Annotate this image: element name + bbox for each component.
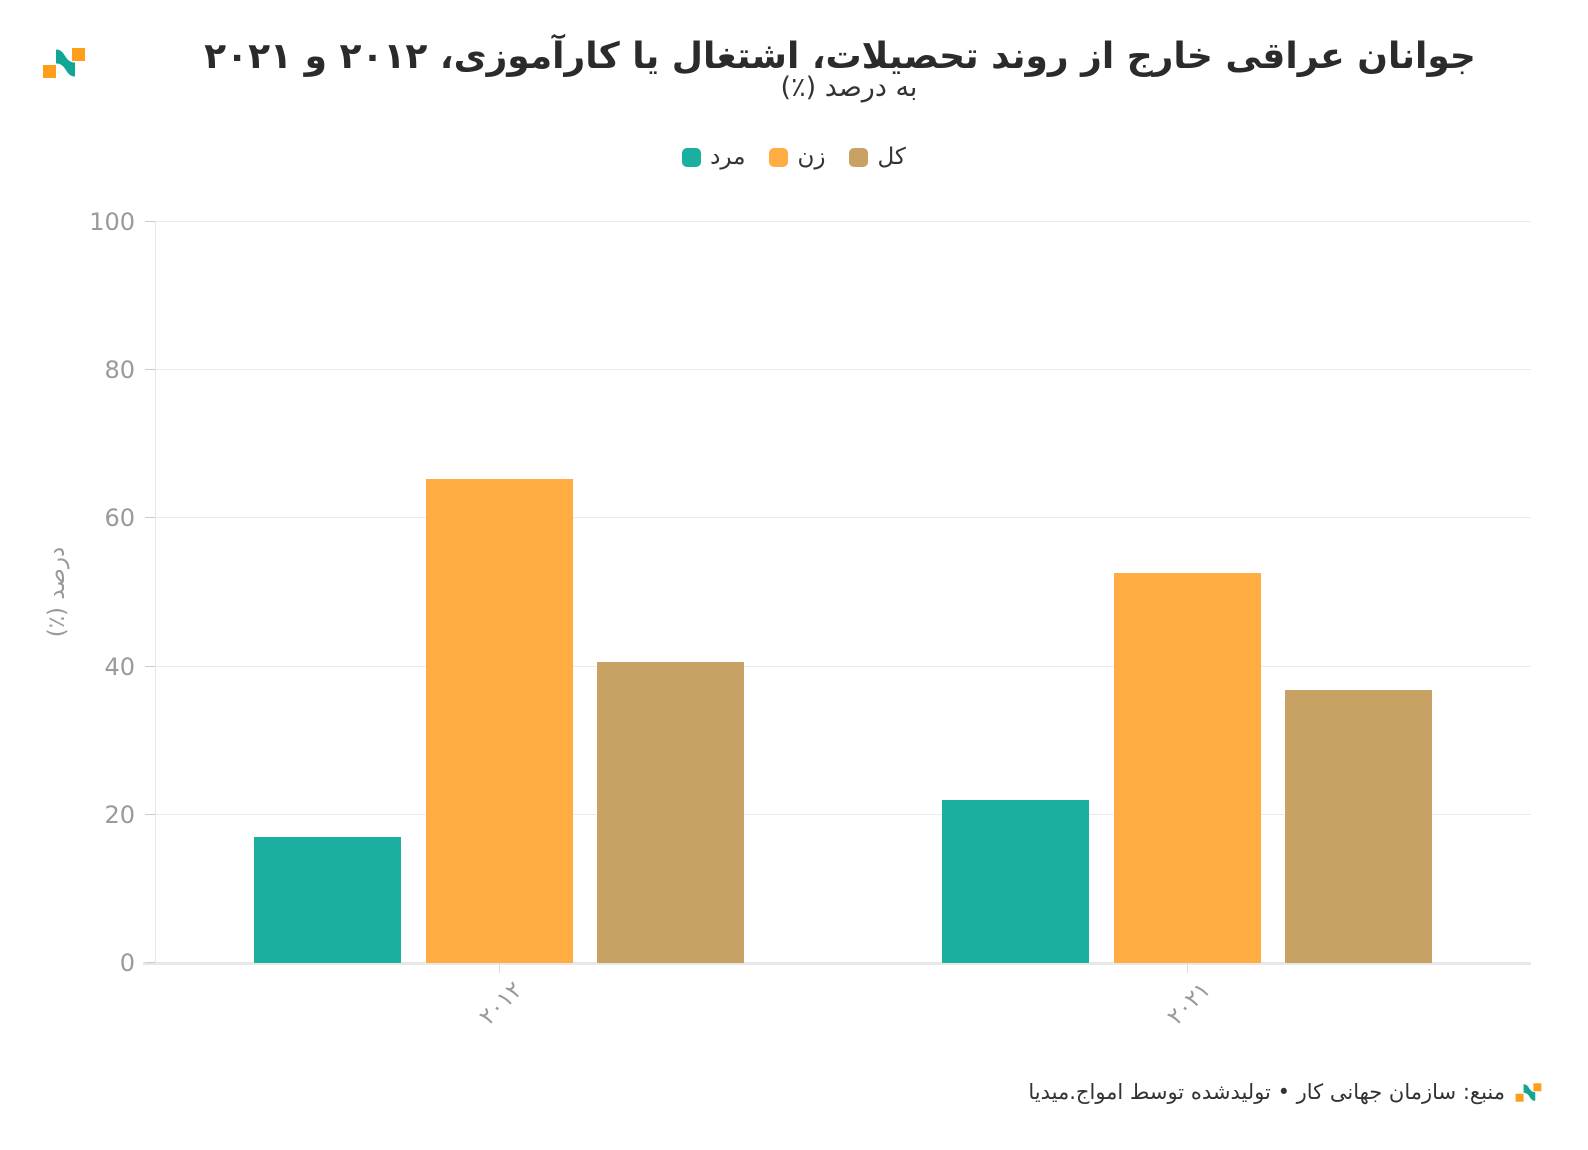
y-axis-tick-label: 0 xyxy=(119,949,135,977)
y-axis-tick-label: 100 xyxy=(89,208,135,236)
legend-label: زن xyxy=(797,144,826,170)
y-axis-tick xyxy=(145,517,155,519)
legend-label: کل xyxy=(877,144,906,170)
y-axis-tick-label: 20 xyxy=(104,800,135,829)
legend: مرد زن کل xyxy=(0,144,1588,170)
bar[interactable] xyxy=(425,479,573,963)
gridline xyxy=(155,369,1531,371)
x-axis-tick xyxy=(1187,963,1188,973)
amwaj-logo-icon-small xyxy=(1515,1082,1542,1102)
y-axis-tick-label: 60 xyxy=(104,504,135,533)
gridline xyxy=(155,665,1531,667)
y-axis-line xyxy=(155,222,156,963)
chart-subtitle: به درصد (٪) xyxy=(780,72,918,103)
y-axis-title: درصد (٪) xyxy=(44,546,70,638)
source-note: منبع: سازمان جهانی کار • تولیدشده توسط ا… xyxy=(1028,1080,1542,1104)
x-axis-line xyxy=(143,962,1531,965)
bar[interactable] xyxy=(597,662,744,963)
legend-swatch xyxy=(682,147,702,167)
legend-swatch xyxy=(849,147,869,167)
chart-title: جوانان عراقی خارج از روند تحصیلات، اشتغا… xyxy=(204,36,1476,78)
y-axis-tick xyxy=(145,369,155,371)
bar[interactable] xyxy=(254,837,401,963)
x-axis-tick xyxy=(499,963,500,973)
legend-swatch xyxy=(769,147,789,167)
y-axis-tick xyxy=(145,813,155,815)
source-text: منبع: سازمان جهانی کار • تولیدشده توسط ا… xyxy=(1028,1080,1505,1104)
y-axis-tick-label: 40 xyxy=(104,652,135,681)
amwaj-logo-icon xyxy=(43,48,85,78)
y-axis-tick-label: 80 xyxy=(104,356,135,385)
y-axis-tick xyxy=(145,221,155,222)
legend-item[interactable]: مرد xyxy=(682,144,745,170)
bar[interactable] xyxy=(1113,572,1261,963)
bar[interactable] xyxy=(1285,690,1432,963)
bar[interactable] xyxy=(942,799,1089,963)
legend-label: مرد xyxy=(710,144,746,170)
legend-item[interactable]: زن xyxy=(769,144,825,170)
y-axis-tick xyxy=(145,665,155,667)
y-axis-tick xyxy=(145,962,155,963)
plot-area: 0 20 40 60 80 100 ٢٠١٢ ٢٠٢١ xyxy=(89,208,1531,1030)
gridline xyxy=(155,221,1531,222)
legend-item[interactable]: کل xyxy=(849,144,906,170)
gridline xyxy=(155,517,1531,519)
gridline xyxy=(155,813,1531,815)
x-axis-category-label: ٢٠٢١ xyxy=(1162,977,1216,1031)
x-axis-category-label: ٢٠١٢ xyxy=(474,977,528,1031)
amwaj-logo xyxy=(42,46,86,84)
